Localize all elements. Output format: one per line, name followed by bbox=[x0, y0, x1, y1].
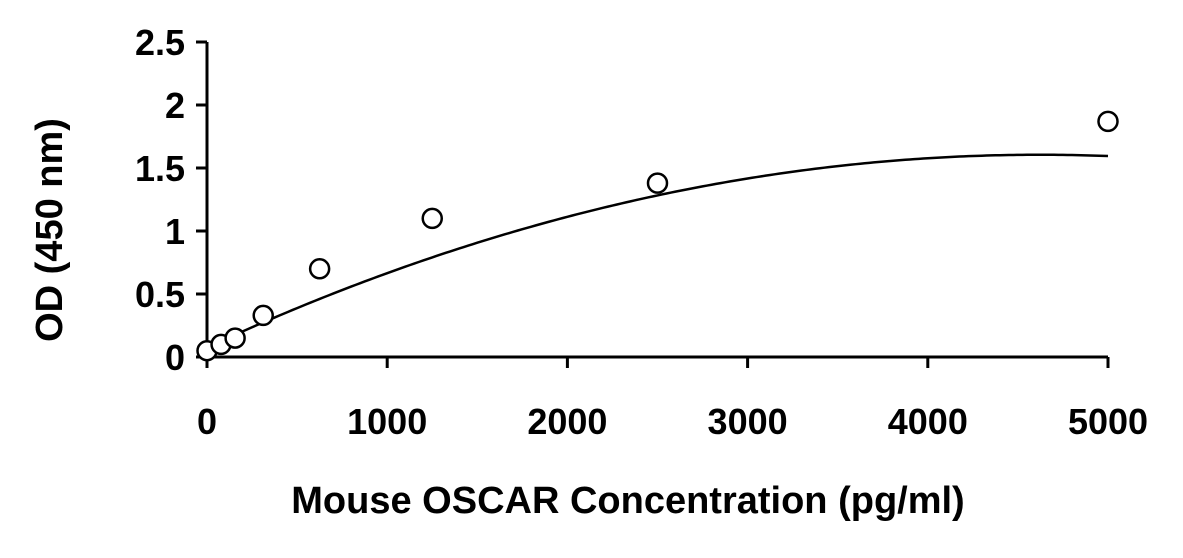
y-tick-label: 1 bbox=[165, 211, 185, 252]
fit-curve bbox=[206, 153, 1109, 349]
x-tick-label: 1000 bbox=[347, 401, 427, 442]
x-tick-label: 4000 bbox=[888, 401, 968, 442]
x-axis-ticks: 0 1000 2000 3000 4000 5000 bbox=[197, 357, 1148, 442]
data-point bbox=[1097, 110, 1119, 133]
data-point bbox=[421, 207, 443, 230]
data-point bbox=[308, 258, 331, 280]
y-tick-label: 1.5 bbox=[135, 148, 185, 189]
y-axis-title: OD (450 nm) bbox=[29, 118, 71, 342]
x-tick-label: 0 bbox=[197, 401, 217, 442]
data-points bbox=[196, 110, 1119, 362]
data-point bbox=[252, 304, 274, 327]
x-axis-title: Mouse OSCAR Concentration (pg/ml) bbox=[291, 480, 964, 522]
x-tick-label: 3000 bbox=[708, 401, 788, 442]
y-tick-label: 0 bbox=[165, 337, 185, 378]
y-tick-label: 2.5 bbox=[135, 22, 185, 63]
y-axis-ticks: 0 0.5 1 1.5 2 2.5 bbox=[135, 22, 207, 378]
y-tick-label: 2 bbox=[165, 85, 185, 126]
data-point bbox=[646, 172, 669, 194]
x-tick-label: 2000 bbox=[527, 401, 607, 442]
data-point bbox=[224, 327, 246, 349]
y-tick-label: 0.5 bbox=[135, 274, 185, 315]
x-tick-label: 5000 bbox=[1068, 401, 1148, 442]
